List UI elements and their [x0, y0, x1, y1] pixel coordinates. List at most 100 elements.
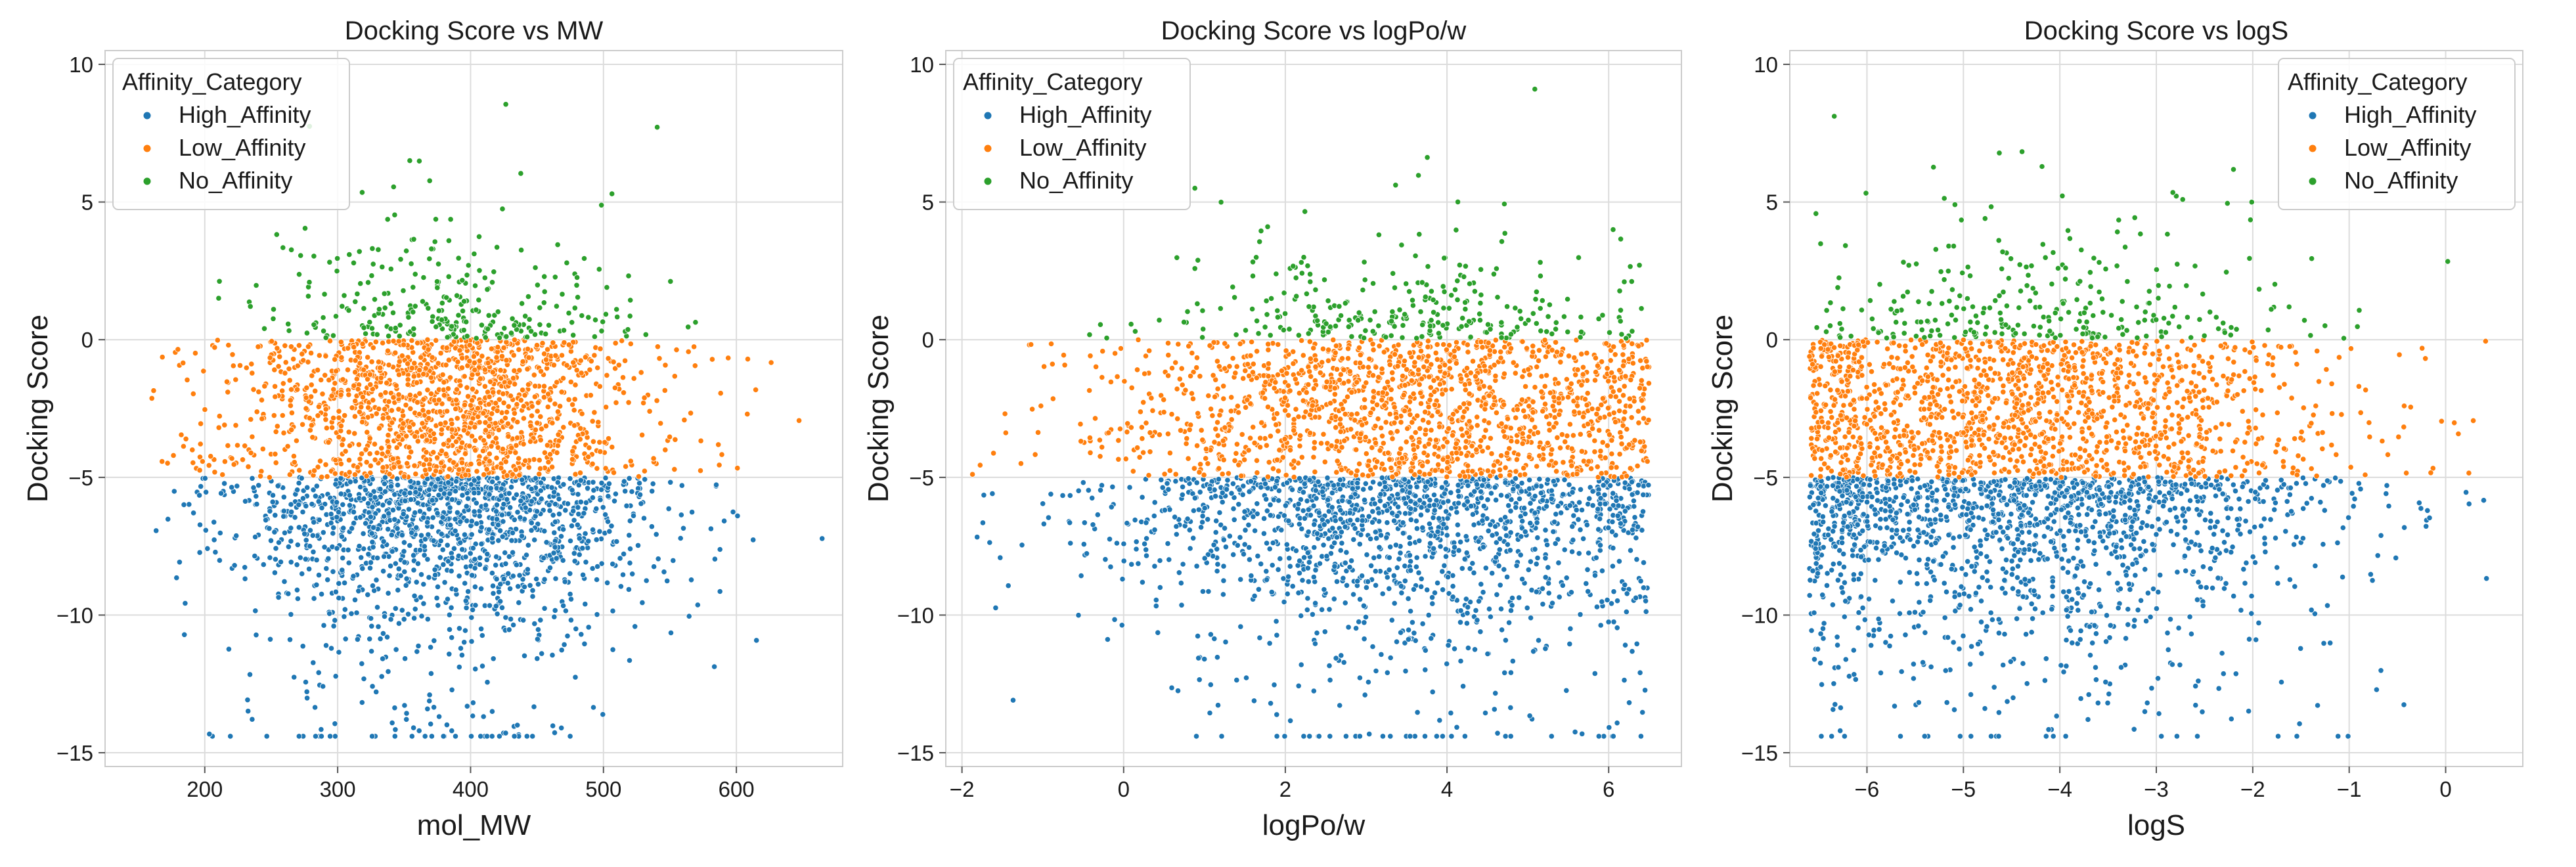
data-point — [347, 493, 352, 498]
data-point — [1406, 596, 1411, 601]
data-point — [498, 368, 503, 373]
data-point — [586, 315, 591, 320]
data-point — [267, 525, 272, 531]
data-point — [522, 584, 527, 589]
data-point — [655, 344, 660, 349]
data-point — [1231, 552, 1236, 557]
data-point — [1332, 540, 1337, 545]
data-point — [1341, 575, 1346, 581]
data-point — [599, 480, 604, 485]
data-point — [613, 491, 618, 497]
data-point — [447, 612, 452, 617]
data-point — [1458, 608, 1463, 613]
data-point — [1443, 480, 1448, 485]
series-Low_Affinity — [969, 337, 1651, 480]
data-point — [479, 525, 484, 530]
data-point — [1598, 623, 1603, 628]
data-point — [592, 410, 597, 415]
data-point — [1524, 605, 1530, 610]
data-point — [446, 238, 451, 243]
data-point — [1348, 495, 1354, 500]
data-point — [261, 326, 267, 331]
data-point — [487, 603, 492, 608]
data-point — [1255, 501, 1260, 506]
x-tick-label: 400 — [453, 777, 489, 801]
data-point — [1411, 587, 1416, 592]
data-point — [333, 589, 338, 594]
data-point — [598, 497, 603, 502]
data-point — [356, 442, 361, 447]
data-point — [1281, 576, 1286, 581]
data-point — [544, 443, 550, 448]
data-point — [397, 359, 402, 364]
data-point — [1358, 532, 1364, 537]
data-point — [469, 434, 474, 439]
data-point — [486, 527, 491, 532]
data-point — [302, 225, 307, 231]
data-point — [668, 278, 673, 284]
data-point — [185, 377, 190, 382]
data-point — [569, 487, 575, 493]
data-point — [1046, 515, 1051, 520]
data-point — [369, 359, 374, 365]
data-point — [1394, 513, 1400, 518]
data-point — [1408, 484, 1413, 489]
data-point — [1486, 528, 1491, 533]
data-point — [390, 310, 395, 315]
data-point — [469, 518, 474, 523]
data-point — [751, 537, 756, 543]
data-point — [225, 389, 231, 395]
data-point — [458, 519, 463, 524]
data-point — [338, 423, 344, 428]
data-point — [1242, 509, 1247, 514]
data-point — [401, 342, 406, 347]
data-point — [1255, 553, 1260, 558]
data-point — [336, 415, 342, 420]
data-point — [259, 468, 264, 474]
data-point — [416, 728, 422, 733]
legend-marker — [143, 112, 151, 120]
data-point — [484, 734, 489, 739]
data-point — [643, 332, 648, 337]
data-point — [1238, 577, 1243, 582]
data-point — [472, 584, 477, 589]
data-point — [396, 372, 401, 377]
data-point — [426, 347, 431, 352]
data-point — [556, 432, 561, 437]
data-point — [347, 443, 352, 448]
data-point — [599, 328, 604, 334]
data-point — [500, 519, 506, 524]
data-point — [1456, 494, 1461, 499]
data-point — [1110, 484, 1115, 489]
data-point — [555, 443, 560, 448]
data-point — [1615, 513, 1620, 518]
data-point — [1408, 506, 1413, 511]
data-point — [202, 476, 208, 481]
data-point — [345, 367, 350, 372]
data-point — [416, 158, 422, 164]
data-point — [1367, 485, 1373, 491]
data-point — [1299, 338, 1304, 343]
data-point — [1408, 499, 1413, 504]
data-point — [395, 587, 401, 592]
data-point — [1152, 564, 1157, 569]
data-point — [449, 728, 455, 733]
data-point — [361, 496, 366, 501]
data-point — [1151, 513, 1157, 518]
data-point — [1474, 481, 1479, 487]
data-point — [240, 457, 245, 462]
data-point — [437, 409, 443, 414]
data-point — [575, 491, 581, 497]
data-point — [490, 370, 495, 375]
data-point — [603, 311, 608, 317]
data-point — [1501, 567, 1507, 572]
data-point — [342, 412, 347, 418]
data-point — [579, 313, 585, 318]
data-point — [478, 586, 483, 591]
data-point — [1407, 541, 1412, 546]
data-point — [1561, 492, 1566, 497]
data-point — [393, 350, 398, 355]
data-point — [626, 273, 631, 278]
data-point — [575, 294, 580, 300]
data-point — [1127, 485, 1132, 490]
